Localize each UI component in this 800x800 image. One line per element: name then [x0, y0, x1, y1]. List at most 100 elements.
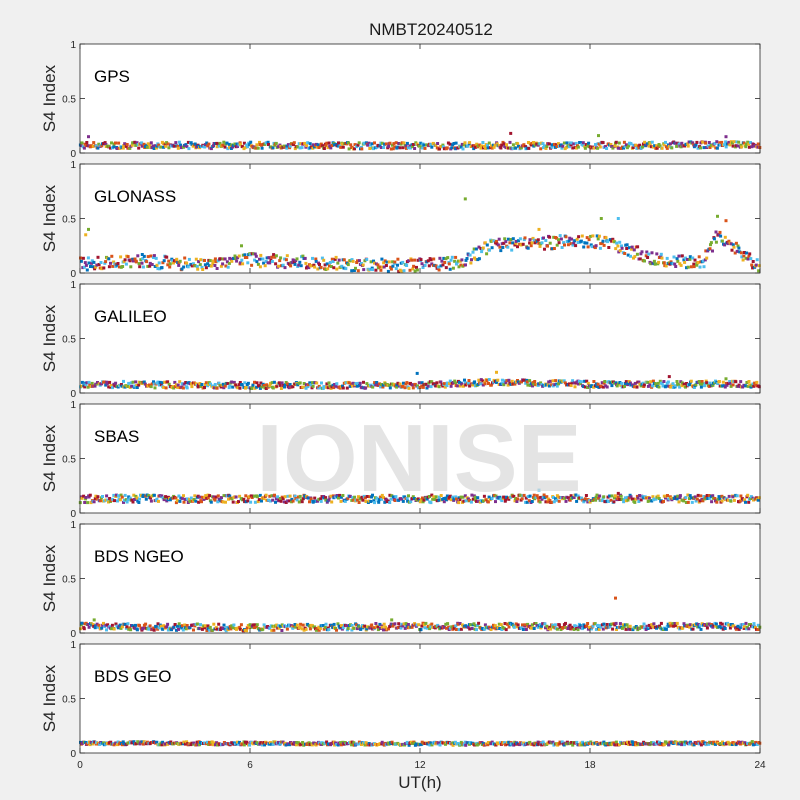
data-point	[511, 143, 515, 147]
data-point	[317, 146, 321, 149]
data-point	[231, 626, 235, 630]
data-point	[248, 743, 252, 747]
data-point	[571, 243, 575, 247]
data-point	[657, 740, 661, 744]
data-point	[262, 741, 266, 744]
data-point	[387, 260, 391, 264]
data-point	[438, 495, 441, 499]
data-point	[534, 495, 538, 499]
data-point	[682, 382, 686, 386]
data-point	[116, 385, 120, 389]
data-point	[583, 241, 587, 245]
data-point	[369, 500, 373, 503]
data-point	[292, 143, 295, 147]
data-point	[508, 241, 512, 245]
data-point	[569, 494, 573, 498]
data-point	[245, 629, 248, 633]
data-point	[735, 140, 739, 144]
data-point	[576, 241, 580, 244]
data-point	[350, 624, 354, 627]
data-point	[300, 146, 304, 150]
data-point	[175, 628, 178, 632]
data-point	[249, 494, 253, 498]
data-point	[142, 254, 146, 258]
data-point	[454, 624, 458, 628]
data-point	[104, 383, 108, 387]
data-point	[551, 379, 555, 383]
data-point	[698, 499, 702, 503]
data-point	[579, 239, 583, 243]
data-point	[741, 258, 745, 262]
data-point	[199, 384, 203, 388]
data-point	[455, 497, 458, 501]
data-point	[149, 385, 153, 389]
data-point	[134, 742, 138, 746]
data-point	[149, 141, 153, 145]
data-point	[443, 385, 447, 389]
data-point	[253, 623, 257, 627]
data-point	[362, 741, 366, 745]
data-point	[536, 740, 540, 744]
data-point	[540, 383, 544, 387]
data-point	[110, 627, 113, 631]
data-point	[495, 239, 498, 243]
data-point	[298, 494, 302, 498]
data-point	[202, 624, 206, 628]
data-point	[126, 622, 130, 626]
data-point	[711, 249, 714, 253]
data-point	[184, 627, 188, 631]
data-point	[363, 624, 367, 628]
data-point	[457, 265, 461, 269]
data-point	[522, 493, 526, 497]
data-point	[384, 625, 388, 629]
data-point	[509, 131, 513, 135]
data-point	[430, 622, 434, 626]
data-point	[532, 743, 536, 747]
data-point	[283, 266, 287, 270]
data-point	[238, 494, 242, 498]
data-point	[293, 382, 297, 386]
data-point	[162, 259, 166, 263]
data-point	[513, 499, 517, 503]
data-point	[571, 743, 575, 747]
data-point	[627, 627, 631, 631]
data-point	[288, 383, 292, 386]
data-point	[347, 147, 351, 151]
data-point	[677, 142, 681, 146]
data-point	[494, 494, 498, 498]
data-point	[539, 626, 543, 630]
data-point	[301, 623, 305, 627]
data-point	[690, 496, 694, 500]
data-point	[114, 141, 117, 145]
data-point	[756, 623, 760, 627]
data-point	[428, 495, 431, 498]
data-point	[369, 260, 373, 264]
data-point	[380, 625, 384, 629]
data-point	[172, 144, 176, 148]
data-point	[674, 141, 678, 145]
data-point	[599, 625, 603, 629]
data-point	[204, 381, 208, 385]
data-point	[124, 262, 128, 266]
data-point	[339, 499, 343, 503]
data-point	[464, 499, 468, 503]
data-point	[113, 384, 117, 388]
data-point	[417, 144, 421, 148]
data-point	[232, 623, 236, 627]
data-point	[492, 380, 496, 384]
data-point	[439, 264, 443, 268]
data-point	[307, 266, 311, 270]
data-point	[386, 269, 390, 273]
data-point	[497, 622, 501, 626]
data-point	[400, 269, 404, 273]
data-point	[255, 741, 259, 745]
data-point	[643, 140, 647, 144]
data-point	[479, 146, 483, 150]
panel-label: GPS	[94, 67, 130, 86]
data-point	[223, 145, 227, 149]
data-point	[711, 383, 715, 387]
data-point	[647, 496, 651, 500]
data-point	[482, 494, 486, 498]
data-point	[324, 622, 328, 626]
data-point	[714, 622, 718, 626]
